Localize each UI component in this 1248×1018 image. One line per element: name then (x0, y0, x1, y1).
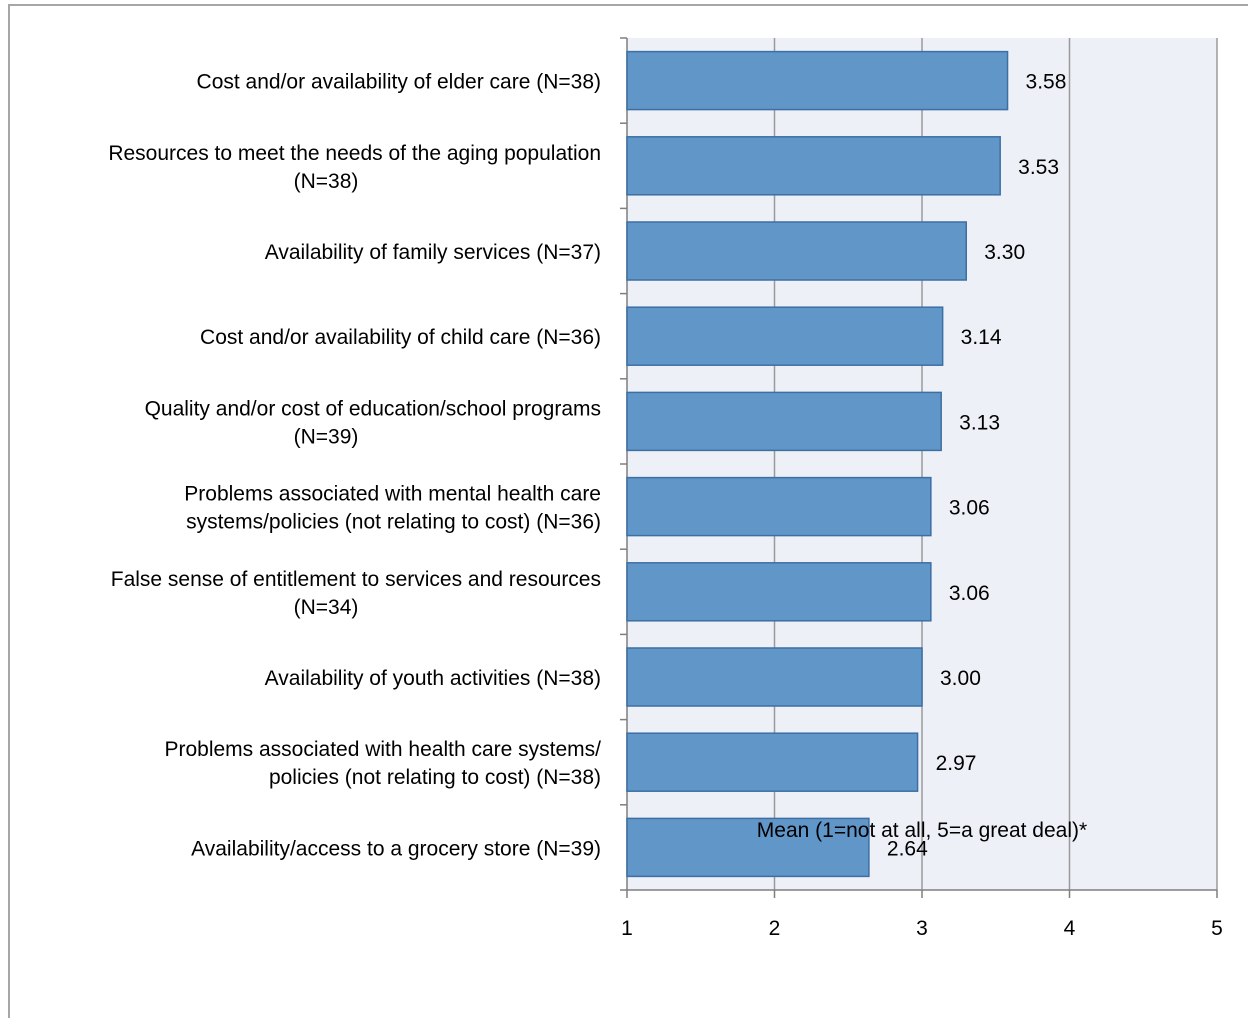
data-label: 3.58 (1026, 71, 1067, 94)
category-label: Problems associated with mental health c… (184, 483, 601, 506)
bar (626, 476, 932, 537)
bar (626, 732, 919, 792)
data-label: 2.64 (887, 837, 928, 860)
data-label: 3.53 (1018, 156, 1059, 179)
data-label: 3.00 (940, 667, 981, 690)
data-label: 3.13 (959, 411, 1000, 434)
x-tick-label: 4 (1064, 917, 1076, 940)
x-tick-label: 5 (1211, 917, 1223, 940)
category-label: Availability of youth activities (N=38) (265, 667, 601, 690)
labels: 1 2 3 4 5 3.58 Cost and/or availability of eld… (108, 71, 1223, 940)
data-label: 3.14 (961, 326, 1002, 349)
category-label: (N=34) (294, 596, 359, 619)
category-label: Availability of family services (N=37) (265, 241, 601, 264)
bar (626, 221, 967, 281)
x-tick-label: 2 (769, 917, 781, 940)
category-label: Availability/access to a grocery store (… (191, 837, 601, 860)
bar (626, 562, 932, 622)
bar (626, 647, 923, 707)
bar (626, 50, 1009, 111)
category-label: Problems associated with health care sys… (164, 738, 601, 761)
category-label: systems/policies (not relating to cost) … (186, 511, 601, 534)
x-tick-label: 3 (916, 917, 928, 940)
x-axis-title: Mean (1=not at all, 5=a great deal)* (757, 819, 1087, 842)
data-label: 3.06 (949, 497, 990, 520)
bar (626, 136, 1001, 196)
category-label: (N=39) (294, 425, 359, 448)
category-label: Quality and/or cost of education/school … (145, 397, 601, 420)
bar (626, 306, 944, 366)
category-label: policies (not relating to cost) (N=38) (269, 766, 601, 789)
data-label: 3.06 (949, 582, 990, 605)
bar (626, 391, 942, 452)
category-label: (N=38) (294, 170, 359, 193)
bar (626, 817, 870, 878)
x-tick-label: 1 (621, 917, 633, 940)
category-label: Resources to meet the needs of the aging… (108, 142, 601, 165)
category-label: Cost and/or availability of elder care (… (197, 71, 601, 94)
data-label: 3.30 (984, 241, 1025, 264)
bars (626, 50, 1009, 878)
category-label: Cost and/or availability of child care (… (200, 326, 601, 349)
chart-frame (8, 4, 1248, 1018)
data-label: 2.97 (936, 752, 977, 775)
category-label: False sense of entitlement to services a… (111, 568, 601, 591)
